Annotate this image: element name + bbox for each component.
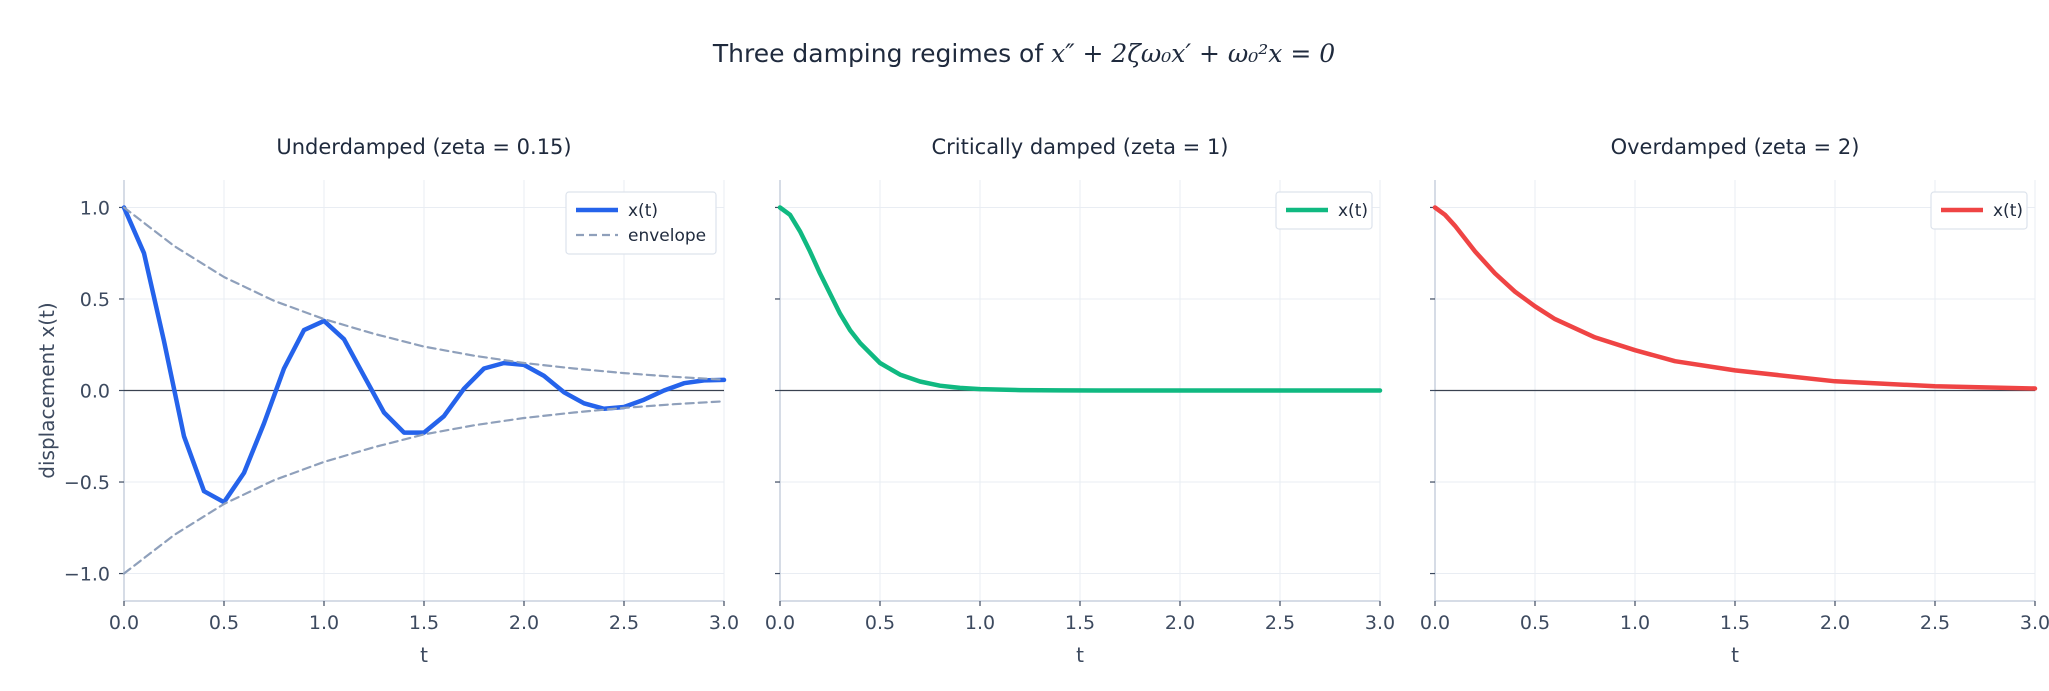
y-tick-label: 0.0 — [80, 381, 110, 403]
panel-3: 0.0 0.5 1.0 1.5 2.0 2.5 3.0 Overdamped (zeta = … — [1420, 135, 2049, 667]
x-tick-label: 2.0 — [509, 612, 539, 634]
figure-title: Three damping regimes of x″ + 2ζω₀x′ + ω… — [712, 39, 1335, 68]
legend-label: envelope — [628, 226, 706, 246]
legend-box — [565, 191, 717, 255]
x-tick-label: 3.0 — [2020, 612, 2049, 634]
x-tick-label: 3.0 — [1365, 612, 1395, 634]
x-tick-label: 1.0 — [1620, 612, 1650, 634]
y-tick-label: −0.5 — [64, 472, 110, 494]
panel-title: Underdamped (zeta = 0.15) — [276, 135, 571, 159]
x-tick-label: 1.5 — [409, 612, 439, 634]
y-axis-label: displacement x(t) — [35, 302, 59, 478]
panels: 0.0 0.5 1.0 1.5 2.0 2.5 3.0 1.0 0.5 0.0 −0.5 −1.0 Un… — [35, 135, 2049, 667]
x-tick-label: 0.0 — [765, 612, 795, 634]
x-axis-label: t — [420, 643, 428, 667]
x-tick-label: 0.5 — [865, 612, 895, 634]
x-tick-label: 1.5 — [1720, 612, 1750, 634]
panel-2: 0.0 0.5 1.0 1.5 2.0 2.5 3.0 Critically damped (… — [765, 135, 1395, 667]
panel-title: Critically damped (zeta = 1) — [931, 135, 1228, 159]
y-tick-label: 0.5 — [80, 289, 110, 311]
series-line — [1432, 205, 2038, 391]
legend: x(t) envelope — [565, 191, 717, 255]
x-tick-label: 1.5 — [1065, 612, 1095, 634]
x-tick-label: 2.5 — [1265, 612, 1295, 634]
legend-label: x(t) — [628, 201, 658, 221]
y-tick-label: −1.0 — [64, 564, 110, 586]
figure-title-equation: x″ + 2ζω₀x′ + ω₀²x = 0 — [1051, 39, 1335, 68]
x-axis-label: t — [1076, 643, 1084, 667]
legend-label: x(t) — [1338, 201, 1368, 221]
x-axis-label: t — [1731, 643, 1739, 667]
x-tick-label: 3.0 — [709, 612, 739, 634]
x-tick-label: 2.5 — [1920, 612, 1950, 634]
panel-title: Overdamped (zeta = 2) — [1611, 135, 1860, 159]
x-tick-label: 2.0 — [1820, 612, 1850, 634]
series-line — [777, 205, 1383, 393]
x-tick-label: 0.5 — [1520, 612, 1550, 634]
x-tick-label: 2.0 — [1165, 612, 1195, 634]
legend-label: x(t) — [1993, 201, 2023, 221]
x-tick-label: 0.0 — [109, 612, 139, 634]
x-tick-label: 1.0 — [309, 612, 339, 634]
envelope-line — [122, 400, 726, 575]
y-tick-label: 1.0 — [80, 197, 110, 219]
figure-title-text: Three damping regimes of — [712, 39, 1051, 68]
x-tick-label: 2.5 — [609, 612, 639, 634]
x-tick-label: 0.5 — [209, 612, 239, 634]
legend: x(t) — [1930, 191, 2028, 230]
envelope-line — [122, 206, 726, 381]
legend: x(t) — [1275, 191, 1373, 230]
x-tick-label: 1.0 — [965, 612, 995, 634]
x-tick-label: 0.0 — [1420, 612, 1450, 634]
panel-1: 0.0 0.5 1.0 1.5 2.0 2.5 3.0 1.0 0.5 0.0 −0.5 −1.0 Un… — [35, 135, 739, 667]
